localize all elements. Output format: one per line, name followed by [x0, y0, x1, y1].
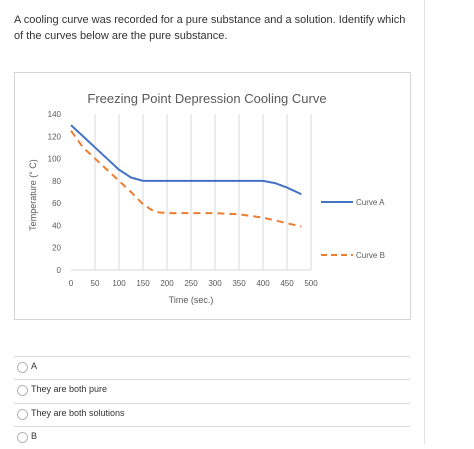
- x-axis-label: Time (sec.): [169, 295, 214, 305]
- series-line-curve-b: [70, 130, 302, 228]
- chart-title: Freezing Point Depression Cooling Curve: [87, 91, 326, 106]
- option-b-label: B: [31, 431, 38, 441]
- x-tick-label: 350: [232, 279, 246, 288]
- series-layer: [70, 124, 302, 228]
- content-divider: [424, 0, 425, 444]
- y-axis-label: Temperature (° C): [28, 159, 38, 231]
- x-tick-label: 150: [136, 279, 150, 288]
- x-tick-label: 0: [69, 279, 74, 288]
- tick-labels: 0 50 100 150 200 250 300 350 400 450 500 0 20 40 60 80 1…: [48, 110, 319, 288]
- x-tick-label: 50: [91, 279, 100, 288]
- option-b[interactable]: B: [14, 426, 410, 449]
- option-both-pure[interactable]: They are both pure: [14, 379, 410, 402]
- cooling-curve-chart: 0 50 100 150 200 250 300 350 400 450 500 0 20 40 60 80 1…: [14, 72, 411, 320]
- chart-svg: 0 50 100 150 200 250 300 350 400 450 500 0 20 40 60 80 1…: [28, 91, 385, 305]
- gridlines: [94, 114, 312, 270]
- x-tick-label: 450: [280, 279, 294, 288]
- option-a[interactable]: A: [14, 356, 410, 379]
- x-tick-label: 500: [304, 279, 318, 288]
- option-both-solutions[interactable]: They are both solutions: [14, 403, 410, 426]
- option-both-solutions-label: They are both solutions: [31, 408, 125, 418]
- y-tick-label: 20: [52, 244, 61, 253]
- option-both-pure-radio[interactable]: [17, 385, 28, 396]
- legend: Curve A Curve B: [321, 198, 385, 260]
- option-a-radio[interactable]: [17, 362, 28, 373]
- y-tick-label: 40: [52, 221, 61, 230]
- option-both-solutions-radio[interactable]: [17, 409, 28, 420]
- x-tick-label: 400: [256, 279, 270, 288]
- option-both-pure-label: They are both pure: [31, 384, 108, 394]
- x-tick-label: 250: [184, 279, 198, 288]
- option-a-label: A: [31, 361, 38, 371]
- y-tick-label: 60: [52, 199, 61, 208]
- legend-label-curve-b: Curve B: [356, 251, 385, 260]
- y-tick-label: 0: [57, 266, 62, 275]
- y-tick-label: 100: [48, 155, 62, 164]
- legend-label-curve-a: Curve A: [356, 198, 385, 207]
- y-tick-label: 80: [52, 177, 61, 186]
- y-tick-label: 120: [48, 132, 62, 141]
- x-tick-label: 300: [208, 279, 222, 288]
- question-text: A cooling curve was recorded for a pure …: [14, 14, 406, 42]
- y-tick-label: 140: [48, 110, 62, 119]
- x-tick-label: 200: [160, 279, 174, 288]
- series-line-curve-a: [70, 124, 302, 196]
- x-tick-label: 100: [112, 279, 126, 288]
- option-b-radio[interactable]: [17, 432, 28, 443]
